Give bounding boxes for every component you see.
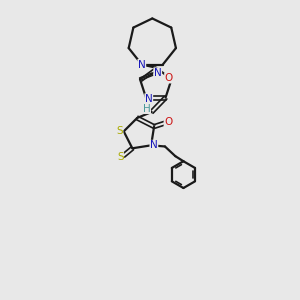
Text: S: S — [117, 152, 124, 162]
Text: H: H — [143, 103, 151, 113]
Text: S: S — [116, 126, 123, 136]
Text: O: O — [165, 73, 173, 83]
Text: N: N — [154, 68, 162, 78]
Text: N: N — [138, 59, 146, 70]
Text: N: N — [150, 140, 158, 150]
Text: N: N — [145, 94, 153, 104]
Text: O: O — [164, 117, 172, 127]
